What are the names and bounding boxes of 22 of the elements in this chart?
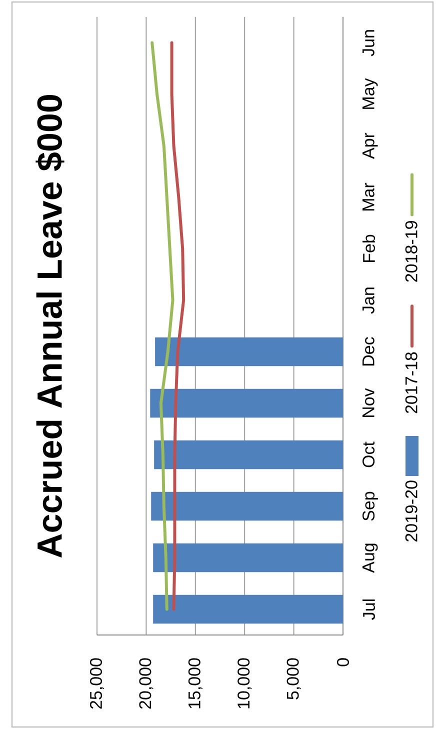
y-tick-label: Mar — [362, 182, 374, 210]
y-tick-label: Jul — [362, 600, 376, 620]
x-tick-label: 25,000 — [90, 658, 104, 709]
text: Accrued Annual Leave $000 — [36, 95, 64, 558]
y-tick-label: Jun — [362, 30, 374, 56]
legend-label: 2019-20 — [405, 480, 418, 542]
y-tick-label: Dec — [362, 337, 374, 366]
legend-label: 2017-18 — [405, 352, 418, 414]
x-tick-label: 15,000 — [188, 658, 202, 708]
y-tick-label: Apr — [362, 132, 378, 159]
y-tick-label: May — [362, 78, 378, 109]
legend-label: 2018-19 — [405, 221, 418, 282]
y-tick-label: Aug — [362, 544, 378, 573]
y-tick-label: Feb — [362, 234, 376, 262]
x-tick-label: 0 — [336, 658, 350, 666]
y-tick-label: Jan — [362, 288, 374, 314]
y-tick-label: Nov — [362, 388, 374, 417]
x-tick-label: 20,000 — [139, 658, 154, 709]
y-tick-label: Sep — [362, 492, 378, 521]
y-tick-label: Oct — [362, 442, 375, 468]
x-tick-label: 5,000 — [286, 658, 301, 700]
x-tick-label: 10,000 — [238, 658, 252, 708]
